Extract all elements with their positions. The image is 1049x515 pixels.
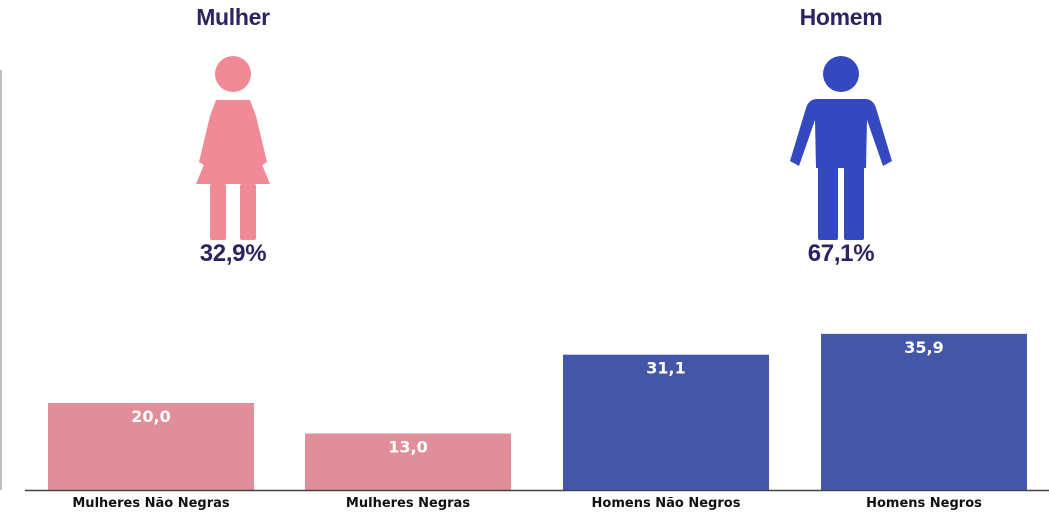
bar-mulheres-nao-negras bbox=[48, 403, 254, 490]
male-percentage: 67,1% bbox=[807, 240, 875, 267]
woman-icon bbox=[196, 56, 270, 240]
bar-value-label: 35,9 bbox=[904, 338, 943, 357]
category-label: Homens Não Negros bbox=[592, 496, 741, 511]
bar-value-label: 20,0 bbox=[131, 407, 170, 426]
man-icon bbox=[790, 56, 892, 240]
bar-value-label: 13,0 bbox=[388, 437, 427, 456]
category-label: Mulheres Não Negras bbox=[72, 496, 230, 511]
male-title: Homem bbox=[799, 4, 883, 30]
bar-value-label: 31,1 bbox=[646, 359, 685, 378]
bar-homens-negros bbox=[821, 333, 1027, 490]
category-label: Homens Negros bbox=[866, 496, 982, 511]
female-title: Mulher bbox=[196, 4, 270, 30]
left-edge-line bbox=[0, 70, 2, 490]
female-percentage: 32,9% bbox=[199, 240, 267, 267]
category-label: Mulheres Negras bbox=[346, 496, 470, 511]
bar-homens-nao-negros bbox=[563, 354, 769, 490]
bar-mulheres-negras bbox=[305, 433, 511, 490]
